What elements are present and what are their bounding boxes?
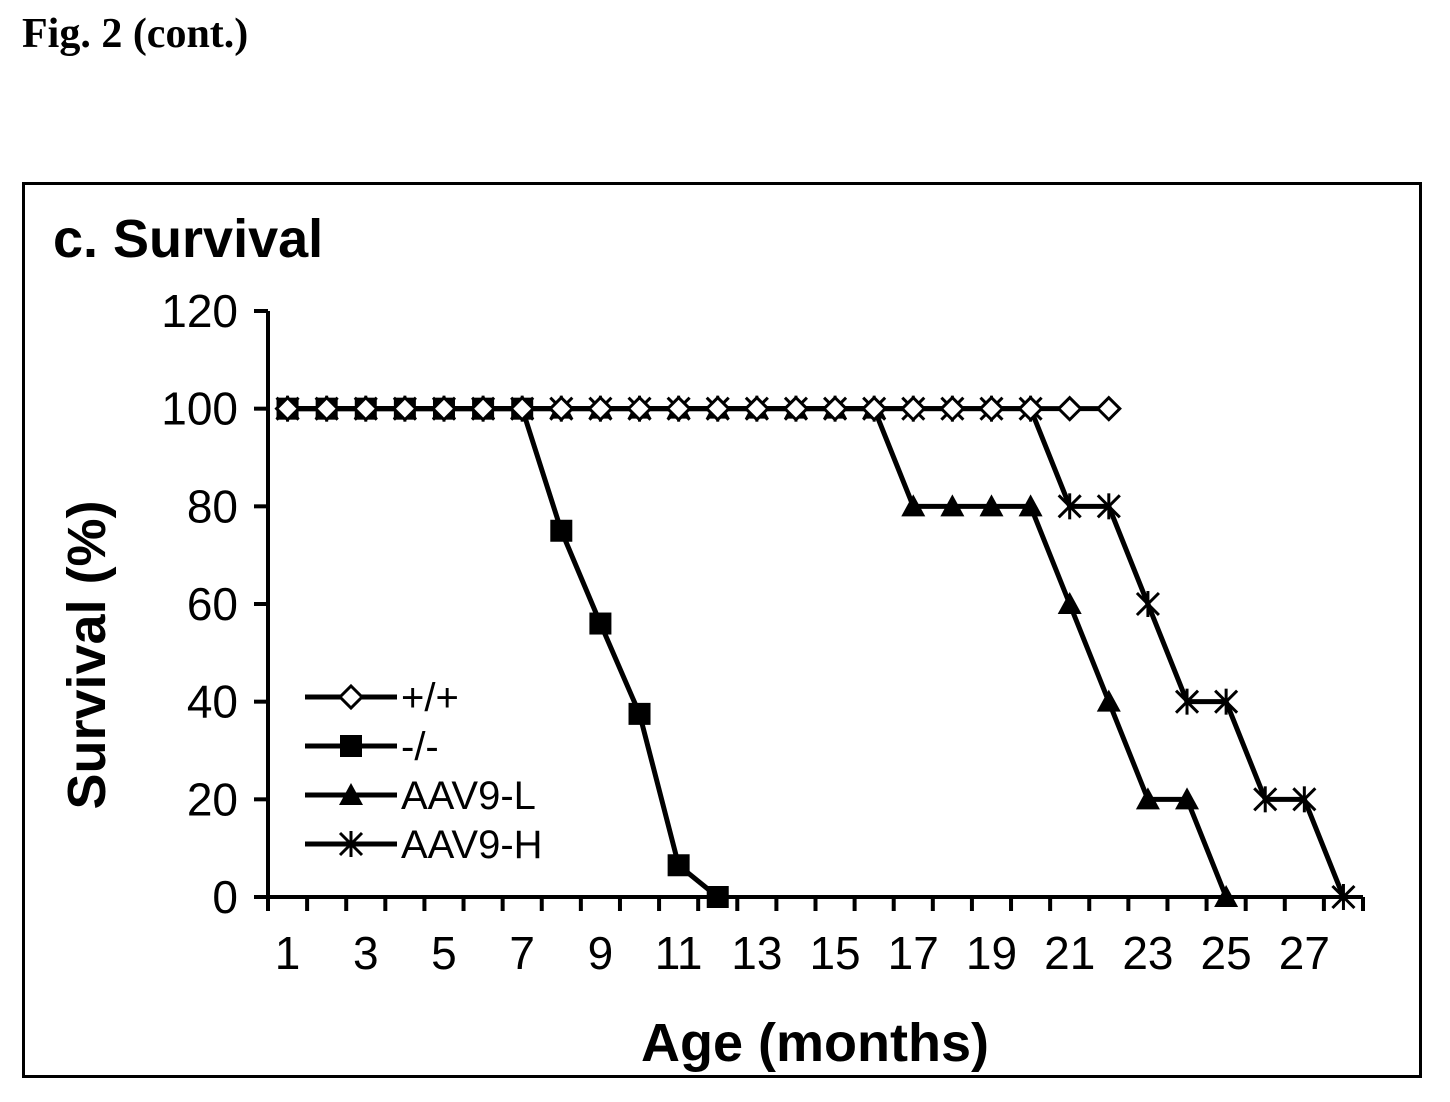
data-point xyxy=(509,395,536,422)
data-point xyxy=(665,395,692,422)
data-point xyxy=(548,395,575,422)
y-tick-label: 80 xyxy=(187,480,238,532)
x-tick-label: 23 xyxy=(1122,927,1173,979)
data-point xyxy=(1331,884,1356,910)
x-tick-label: 1 xyxy=(275,927,301,979)
legend-entry: +/+ xyxy=(305,676,459,720)
x-tick-label: 21 xyxy=(1044,927,1095,979)
x-tick-label: 19 xyxy=(966,927,1017,979)
series- xyxy=(274,395,1122,422)
y-tick-label: 0 xyxy=(212,871,238,923)
data-point xyxy=(1057,592,1082,614)
data-point xyxy=(706,886,729,908)
data-point xyxy=(667,854,690,877)
data-point xyxy=(550,519,573,542)
data-point xyxy=(861,395,888,422)
data-point xyxy=(821,395,849,422)
data-point xyxy=(1017,395,1044,422)
x-axis-label: Age (months) xyxy=(641,1013,989,1073)
legend: +/+ -/- AAV9-L AAV9-H xyxy=(305,676,543,867)
data-point xyxy=(979,494,1004,517)
legend-entry: AAV9-H xyxy=(305,823,543,867)
data-point xyxy=(1292,786,1317,813)
data-point xyxy=(901,494,926,517)
data-point xyxy=(430,395,458,422)
data-point xyxy=(940,494,965,517)
y-tick-label: 20 xyxy=(187,773,238,825)
data-point xyxy=(589,612,612,635)
data-point xyxy=(628,702,651,725)
data-point xyxy=(743,395,770,422)
x-tick-label: 9 xyxy=(588,927,614,979)
legend-label: AAV9-H xyxy=(401,823,543,867)
legend-label: -/- xyxy=(401,725,439,769)
x-tick-label: 5 xyxy=(431,927,457,979)
series-layer xyxy=(274,395,1356,910)
data-point xyxy=(1056,395,1083,422)
data-point xyxy=(900,395,927,422)
data-point xyxy=(626,395,653,422)
data-point xyxy=(1135,591,1160,617)
data-point xyxy=(1174,688,1200,715)
data-point xyxy=(352,395,379,422)
chart-frame: c. Survival Survival (%) Age (months) 0 2… xyxy=(22,182,1422,1078)
data-point xyxy=(391,395,418,422)
data-point xyxy=(587,395,614,422)
data-point xyxy=(313,395,340,422)
y-tick-label: 60 xyxy=(187,578,238,630)
data-point xyxy=(1175,787,1200,810)
data-point xyxy=(338,831,364,857)
data-point xyxy=(1214,688,1239,715)
data-point xyxy=(1057,493,1082,520)
data-point xyxy=(978,395,1005,422)
data-point xyxy=(1214,885,1239,907)
x-tick-label: 3 xyxy=(353,927,379,979)
figure-label: Fig. 2 (cont.) xyxy=(22,11,249,57)
data-point xyxy=(339,783,363,805)
y-tick-label: 40 xyxy=(187,676,238,728)
data-point xyxy=(939,395,966,422)
data-point xyxy=(274,395,301,422)
legend-entry: AAV9-L xyxy=(305,774,536,818)
data-point xyxy=(782,395,810,422)
legend-entry: -/- xyxy=(305,725,439,769)
x-tick-label: 15 xyxy=(809,927,860,979)
data-point xyxy=(1095,395,1122,422)
x-tick-label: 7 xyxy=(509,927,535,979)
data-point xyxy=(1096,689,1121,712)
legend-label: AAV9-L xyxy=(401,774,536,818)
data-point xyxy=(1018,494,1043,517)
x-tick-label: 13 xyxy=(731,927,782,979)
data-point xyxy=(1253,786,1278,813)
y-tick-label: 100 xyxy=(161,383,238,435)
data-point xyxy=(704,395,731,422)
x-tick-label: 11 xyxy=(655,927,703,979)
data-point xyxy=(469,395,497,422)
data-point xyxy=(340,735,362,757)
data-point xyxy=(1135,787,1160,810)
x-tick-label: 25 xyxy=(1201,927,1252,979)
y-tick-label: 120 xyxy=(161,285,238,337)
survival-chart: c. Survival Survival (%) Age (months) 0 2… xyxy=(53,209,1365,1073)
chart-title: c. Survival xyxy=(53,209,323,269)
y-axis-label: Survival (%) xyxy=(57,500,117,809)
data-point xyxy=(1096,493,1121,520)
data-point xyxy=(337,683,365,711)
x-tick-label: 27 xyxy=(1279,927,1330,979)
legend-label: +/+ xyxy=(401,676,459,720)
x-tick-label: 17 xyxy=(888,927,939,979)
